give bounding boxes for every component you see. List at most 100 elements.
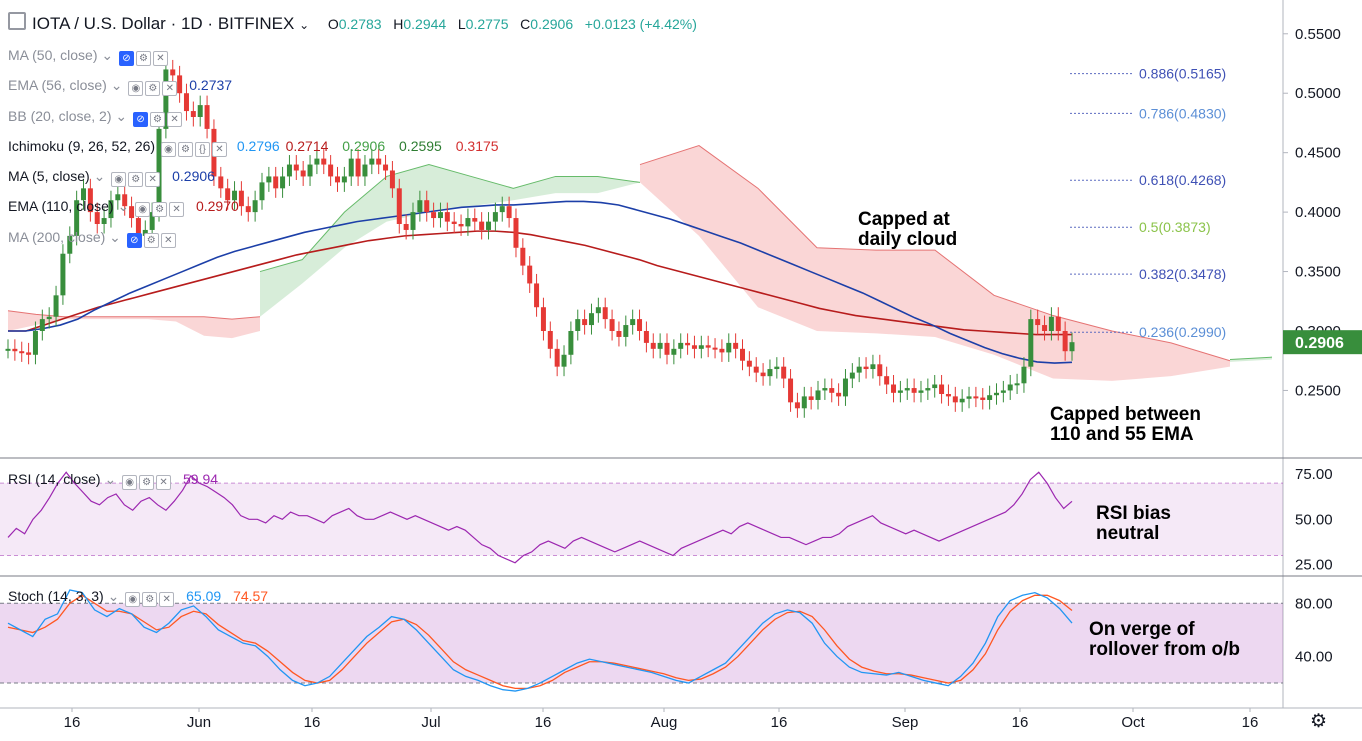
candle-body — [60, 253, 66, 296]
gear-icon[interactable]: ⚙ — [152, 202, 168, 217]
eye-icon[interactable]: ◉ — [122, 475, 138, 490]
candle-body — [67, 235, 73, 254]
gear-icon[interactable]: ⚙ — [142, 592, 158, 607]
legend-ema110[interactable]: EMA (110, close) ⌄ ◉ ⚙ ✕ 0.2970 — [8, 198, 239, 217]
gear-icon[interactable]: ⚙ — [136, 51, 151, 66]
eye-off-icon[interactable]: ⊘ — [126, 233, 142, 248]
ichimoku-span-a — [259, 164, 641, 273]
candle-body — [53, 295, 59, 317]
candle-body — [630, 319, 636, 326]
candle-body — [19, 351, 25, 354]
close-icon[interactable]: ✕ — [167, 112, 183, 127]
eye-icon[interactable]: ◉ — [135, 202, 151, 217]
gear-icon[interactable]: ⚙ — [128, 172, 144, 187]
close-icon[interactable]: ✕ — [159, 592, 175, 607]
symbol-name[interactable]: IOTA / U.S. Dollar — [32, 14, 166, 33]
candle-body — [760, 372, 766, 377]
candle-body — [410, 212, 416, 230]
candle-body — [650, 342, 656, 349]
symbol-exchange: BITFINEX — [217, 14, 295, 33]
legend-bb[interactable]: BB (20, close, 2) ⌄ ⊘ ⚙ ✕ — [8, 108, 183, 127]
candle-body — [458, 224, 464, 227]
candle-body — [437, 212, 443, 219]
candle-body — [135, 218, 141, 236]
candle-body — [746, 360, 752, 367]
candle-body — [609, 319, 615, 331]
gear-icon[interactable]: ⚙ — [139, 475, 155, 490]
last-price-tag — [1283, 330, 1362, 355]
close-icon[interactable]: ✕ — [160, 233, 176, 248]
time-tick-label: Aug — [651, 714, 678, 731]
candle-body — [513, 218, 519, 248]
candle-body — [334, 176, 340, 183]
legend-rsi[interactable]: RSI (14, close) ⌄ ◉ ⚙ ✕ 59.94 — [8, 471, 219, 490]
price-tick-label: 0.3500 — [1295, 264, 1341, 281]
candle-body — [170, 69, 176, 76]
legend-stoch[interactable]: Stoch (14, 3, 3) ⌄ ◉ ⚙ ✕ 65.09 74.57 — [8, 588, 269, 607]
legend-ma5[interactable]: MA (5, close) ⌄ ◉ ⚙ ✕ 0.2906 — [8, 168, 215, 187]
candle-body — [726, 342, 732, 353]
candle-body — [101, 218, 107, 224]
candle-body — [801, 396, 807, 409]
eye-icon[interactable]: ◉ — [125, 592, 141, 607]
eye-icon[interactable]: ◉ — [128, 81, 144, 96]
legend-ma200[interactable]: MA (200, close) ⌄ ⊘ ⚙ ✕ — [8, 229, 176, 248]
symbol-interval[interactable]: 1D — [180, 14, 203, 33]
symbol-separator: · — [170, 14, 181, 33]
eye-off-icon[interactable]: ⊘ — [133, 112, 149, 127]
ichimoku-cloud — [1230, 357, 1272, 362]
candle-body — [527, 265, 533, 284]
legend-ema56[interactable]: EMA (56, close) ⌄ ◉ ⚙ ✕ 0.2737 — [8, 77, 233, 96]
legend-ma50[interactable]: MA (50, close) ⌄ ⊘ ⚙ ✕ — [8, 47, 168, 66]
fib-level-label: 0.236(0.2990) — [1139, 324, 1226, 340]
candle-body — [245, 206, 251, 213]
candle-body — [966, 396, 972, 399]
candle-body — [952, 396, 958, 403]
candle-body — [81, 188, 87, 201]
gear-icon[interactable]: ⚙ — [145, 81, 161, 96]
eye-icon[interactable]: ◉ — [111, 172, 127, 187]
chevron-down-icon[interactable]: ⌄ — [299, 18, 310, 32]
time-tick-label: 16 — [1012, 714, 1029, 731]
annotation-stoch: On verge of rollover from o/b — [1089, 619, 1240, 660]
candle-body — [273, 176, 279, 189]
close-icon[interactable]: ✕ — [145, 172, 161, 187]
close-icon[interactable]: ✕ — [162, 81, 178, 96]
candle-body — [362, 164, 368, 177]
close-icon[interactable]: ✕ — [169, 202, 185, 217]
candle-body — [918, 390, 924, 393]
price-tick-label: 0.5500 — [1295, 26, 1341, 43]
candle-body — [451, 221, 457, 224]
candle-body — [177, 75, 183, 94]
candle-body — [554, 348, 560, 367]
eye-off-icon[interactable]: ⊘ — [119, 51, 134, 66]
candle-body — [657, 342, 663, 349]
candle-body — [259, 182, 265, 201]
candle-body — [1014, 383, 1020, 386]
candle-body — [39, 319, 45, 331]
candle-body — [280, 176, 286, 189]
settings-gear-icon[interactable]: ⚙ — [1310, 711, 1328, 732]
close-icon[interactable]: ✕ — [211, 142, 227, 157]
candle-body — [863, 366, 869, 370]
candle-body — [616, 331, 622, 337]
candle-body — [822, 388, 828, 391]
gear-icon[interactable]: ⚙ — [150, 112, 166, 127]
eye-icon[interactable]: ◉ — [160, 142, 176, 157]
ema110-line — [8, 230, 1072, 336]
gear-icon[interactable]: ⚙ — [177, 142, 193, 157]
legend-ichimoku[interactable]: Ichimoku (9, 26, 52, 26) ◉ ⚙{} ✕ 0.2796 0.… — [8, 138, 499, 157]
close-icon[interactable]: ✕ — [153, 51, 168, 66]
close-icon[interactable]: ✕ — [156, 475, 172, 490]
candle-body — [1021, 366, 1027, 384]
candle-body — [1042, 325, 1048, 331]
braces-icon[interactable]: {} — [194, 142, 210, 157]
candle-body — [479, 221, 485, 230]
candle-body — [788, 378, 794, 403]
candle-body — [671, 348, 677, 355]
gear-icon[interactable]: ⚙ — [143, 233, 159, 248]
candle-body — [939, 384, 945, 395]
candle-body — [678, 342, 684, 349]
fib-level-label: 0.786(0.4830) — [1139, 105, 1226, 121]
